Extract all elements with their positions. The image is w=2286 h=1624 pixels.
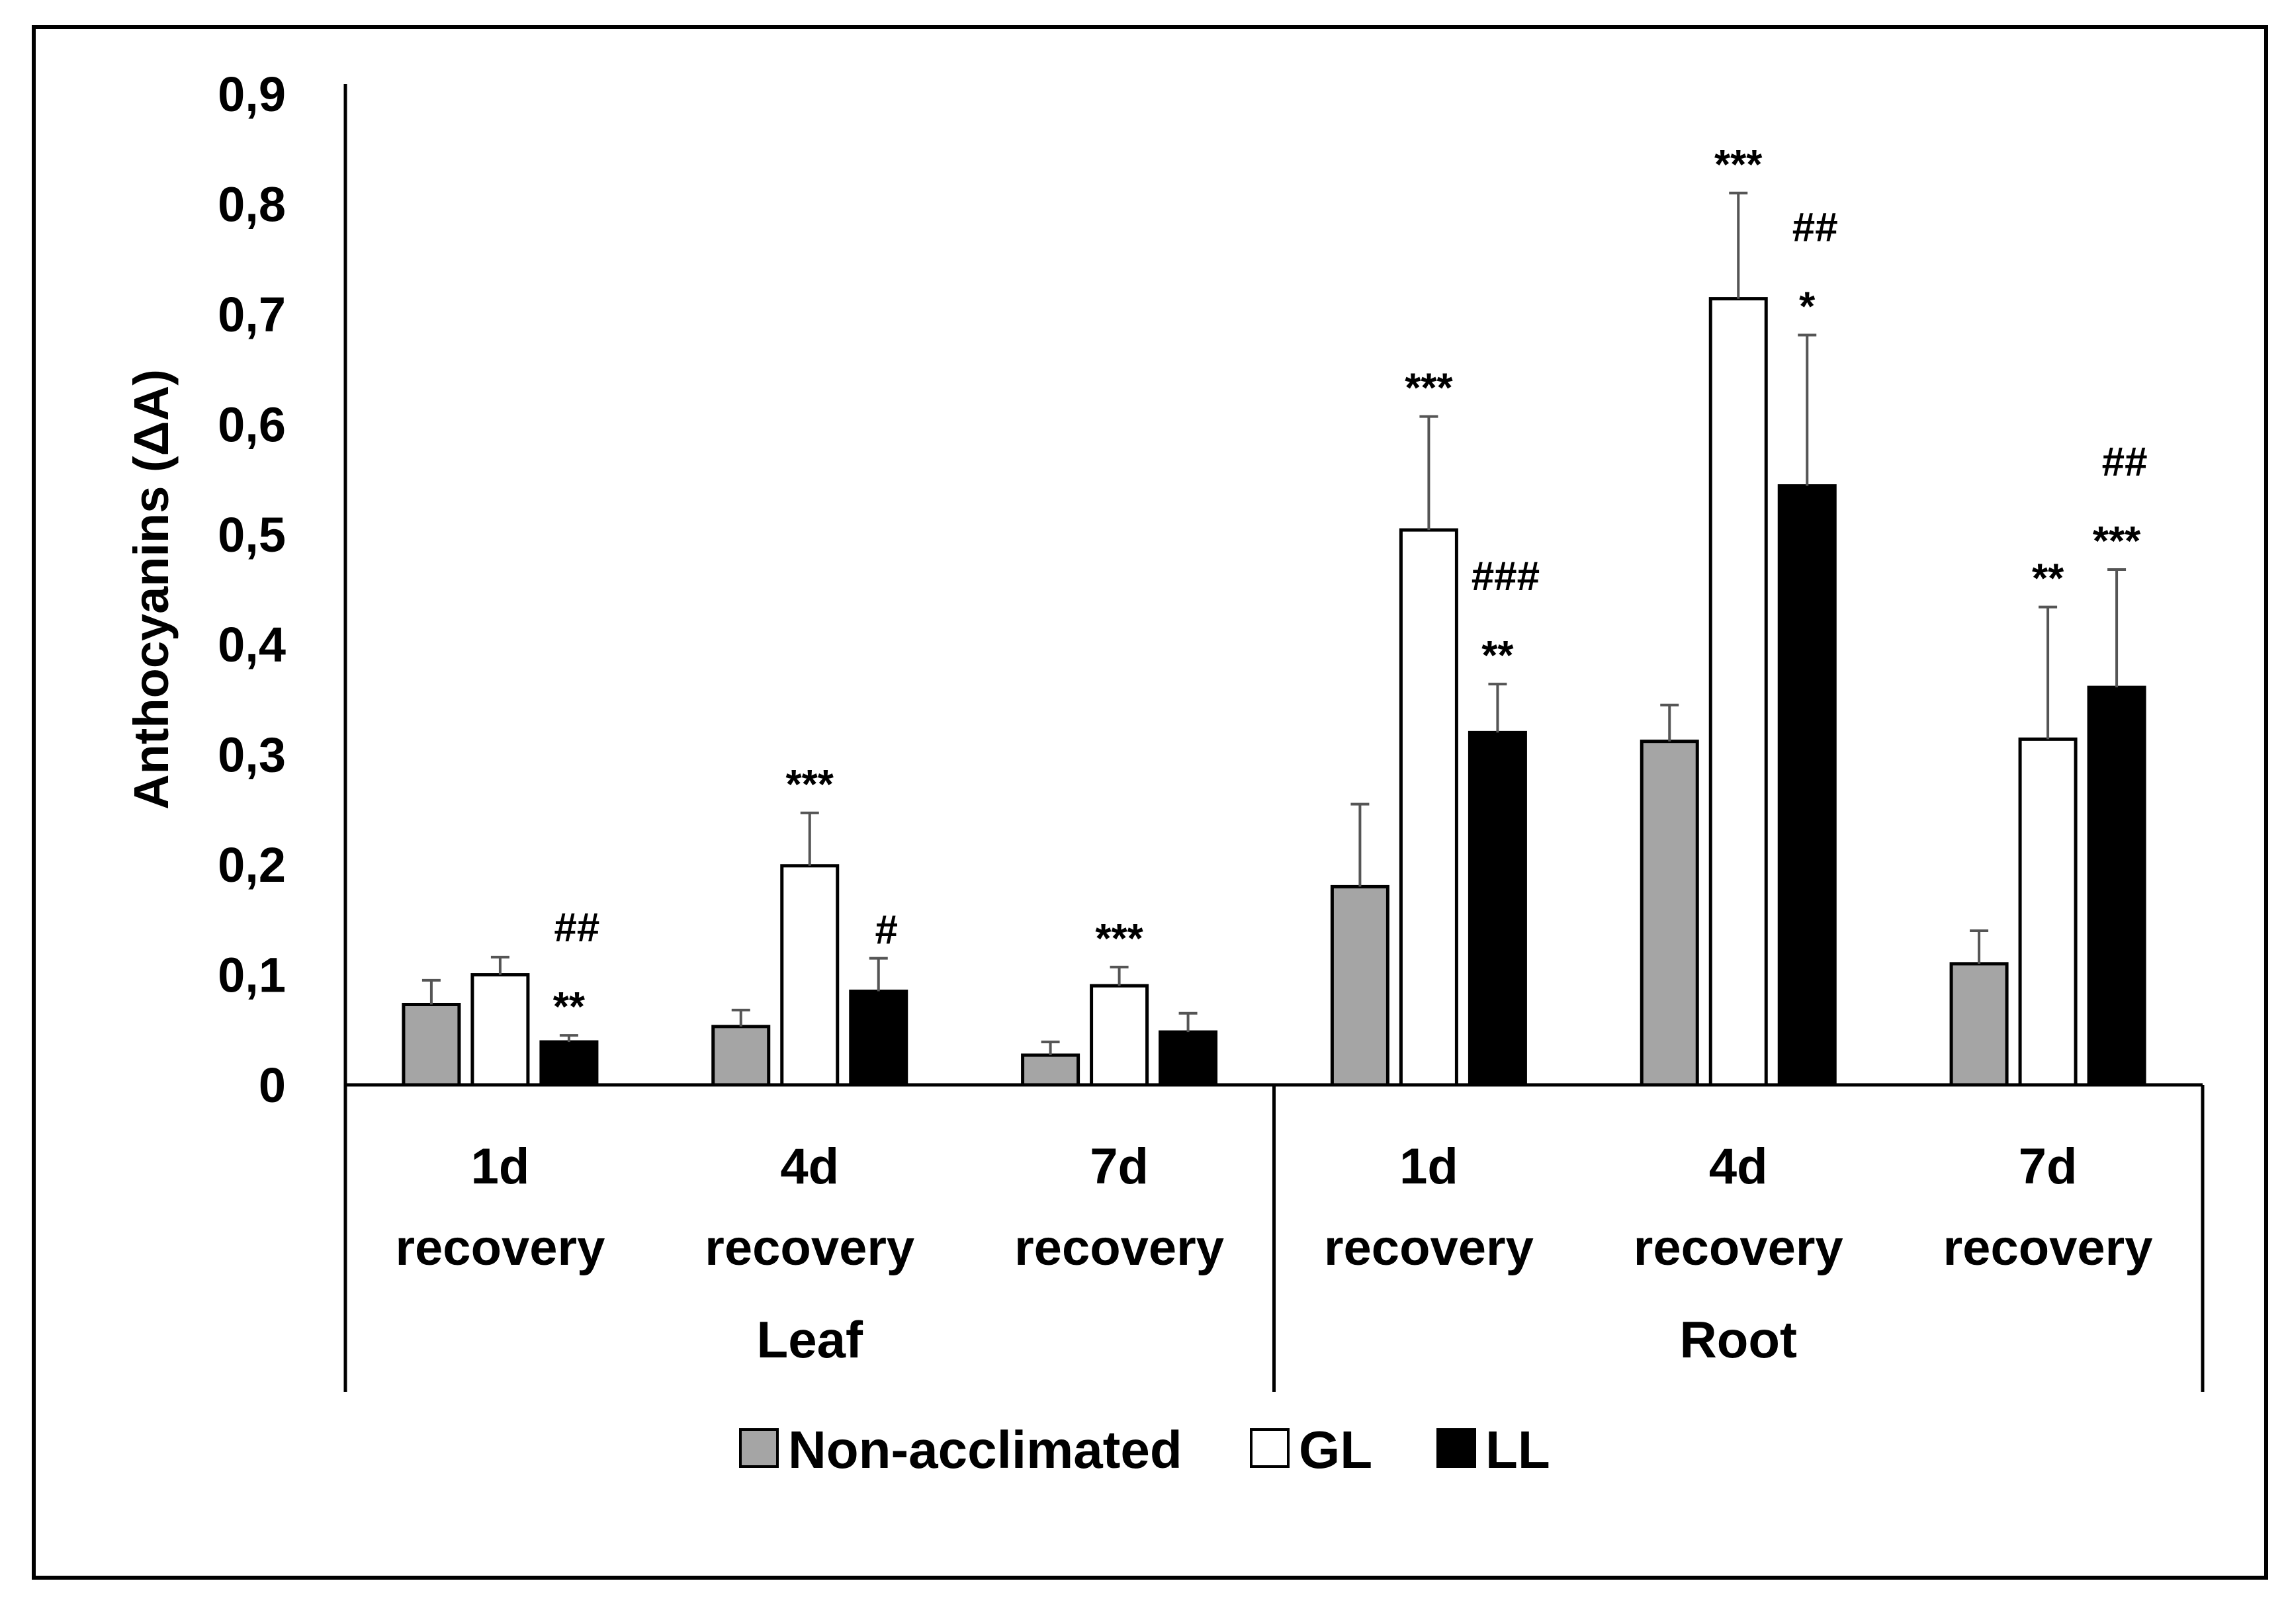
legend-label: Non-acclimated	[788, 1420, 1182, 1479]
bar	[1090, 984, 1149, 1087]
bar	[780, 864, 840, 1087]
significance-marker: ***	[786, 762, 834, 808]
bar	[1159, 1030, 1218, 1087]
y-tick-label: 0,6	[218, 397, 286, 452]
x-tick-label: recovery	[1943, 1220, 2153, 1276]
y-tick-label: 0,2	[218, 837, 286, 892]
y-tick-label: 0,8	[218, 177, 286, 232]
bar	[2018, 737, 2078, 1087]
bar	[1468, 730, 1527, 1087]
significance-marker: #	[875, 908, 898, 953]
x-tick-label: 4d	[780, 1138, 839, 1195]
bar	[711, 1025, 771, 1087]
bar	[1708, 297, 1768, 1087]
bar	[1330, 884, 1389, 1087]
significance-marker: **	[1481, 633, 1514, 679]
x-tick-label: recovery	[395, 1220, 605, 1276]
x-tick-label: recovery	[705, 1220, 914, 1276]
y-tick-label: 0,4	[218, 617, 286, 672]
y-tick-label: 0,7	[218, 287, 286, 342]
significance-marker: ##	[2102, 439, 2148, 485]
bar	[2087, 685, 2146, 1087]
bar	[539, 1040, 599, 1087]
legend-label: GL	[1299, 1420, 1372, 1479]
significance-marker: ***	[1095, 916, 1143, 962]
group-label: Root	[1679, 1310, 1797, 1369]
x-tick-label: 1d	[471, 1138, 530, 1195]
significance-marker: ***	[1405, 366, 1453, 411]
legend-swatch	[739, 1428, 779, 1468]
bar	[1949, 962, 2009, 1087]
x-tick-label: recovery	[1014, 1220, 1224, 1276]
y-tick-label: 0,3	[218, 728, 286, 783]
legend-swatch	[1250, 1428, 1290, 1468]
significance-marker: ##	[1792, 205, 1838, 251]
bar	[470, 973, 530, 1087]
x-tick-label: recovery	[1324, 1220, 1534, 1276]
chart-frame: 0 0,1 0,2 0,3 0,4 0,5 0,6 0,7 0,8 0,9 Anthocyanins…	[32, 25, 2268, 1580]
bar	[1021, 1053, 1080, 1087]
legend-label: LL	[1485, 1420, 1550, 1479]
x-tick-label: recovery	[1634, 1220, 1843, 1276]
x-tick-label: 7d	[1090, 1138, 1149, 1195]
significance-marker: ###	[1472, 554, 1540, 599]
bar-chart: 0 0,1 0,2 0,3 0,4 0,5 0,6 0,7 0,8 0,9 Anthocyanins…	[124, 67, 2205, 1479]
bar	[402, 1002, 461, 1087]
x-tick-label: 4d	[1709, 1138, 1768, 1195]
significance-marker: ##	[554, 905, 599, 951]
y-tick-label: 0	[259, 1058, 286, 1113]
x-tick-label: 7d	[2019, 1138, 2078, 1195]
x-tick-label: 1d	[1399, 1138, 1458, 1195]
bar	[849, 990, 908, 1087]
bar	[1640, 740, 1699, 1087]
y-tick-label: 0,9	[218, 67, 286, 122]
significance-marker: **	[553, 984, 586, 1030]
y-tick-label: 0,5	[218, 507, 286, 562]
y-tick-label: 0,1	[218, 948, 286, 1003]
bar	[1777, 484, 1837, 1087]
significance-marker: ***	[2093, 519, 2141, 564]
group-label: Leaf	[757, 1310, 863, 1369]
significance-marker: ***	[1714, 142, 1763, 188]
legend-swatch	[1436, 1428, 1476, 1468]
significance-marker: *	[1799, 284, 1816, 330]
y-axis-title: Anthocyanins (ΔA)	[124, 369, 179, 810]
significance-marker: **	[2032, 556, 2064, 602]
bar	[1399, 528, 1458, 1087]
